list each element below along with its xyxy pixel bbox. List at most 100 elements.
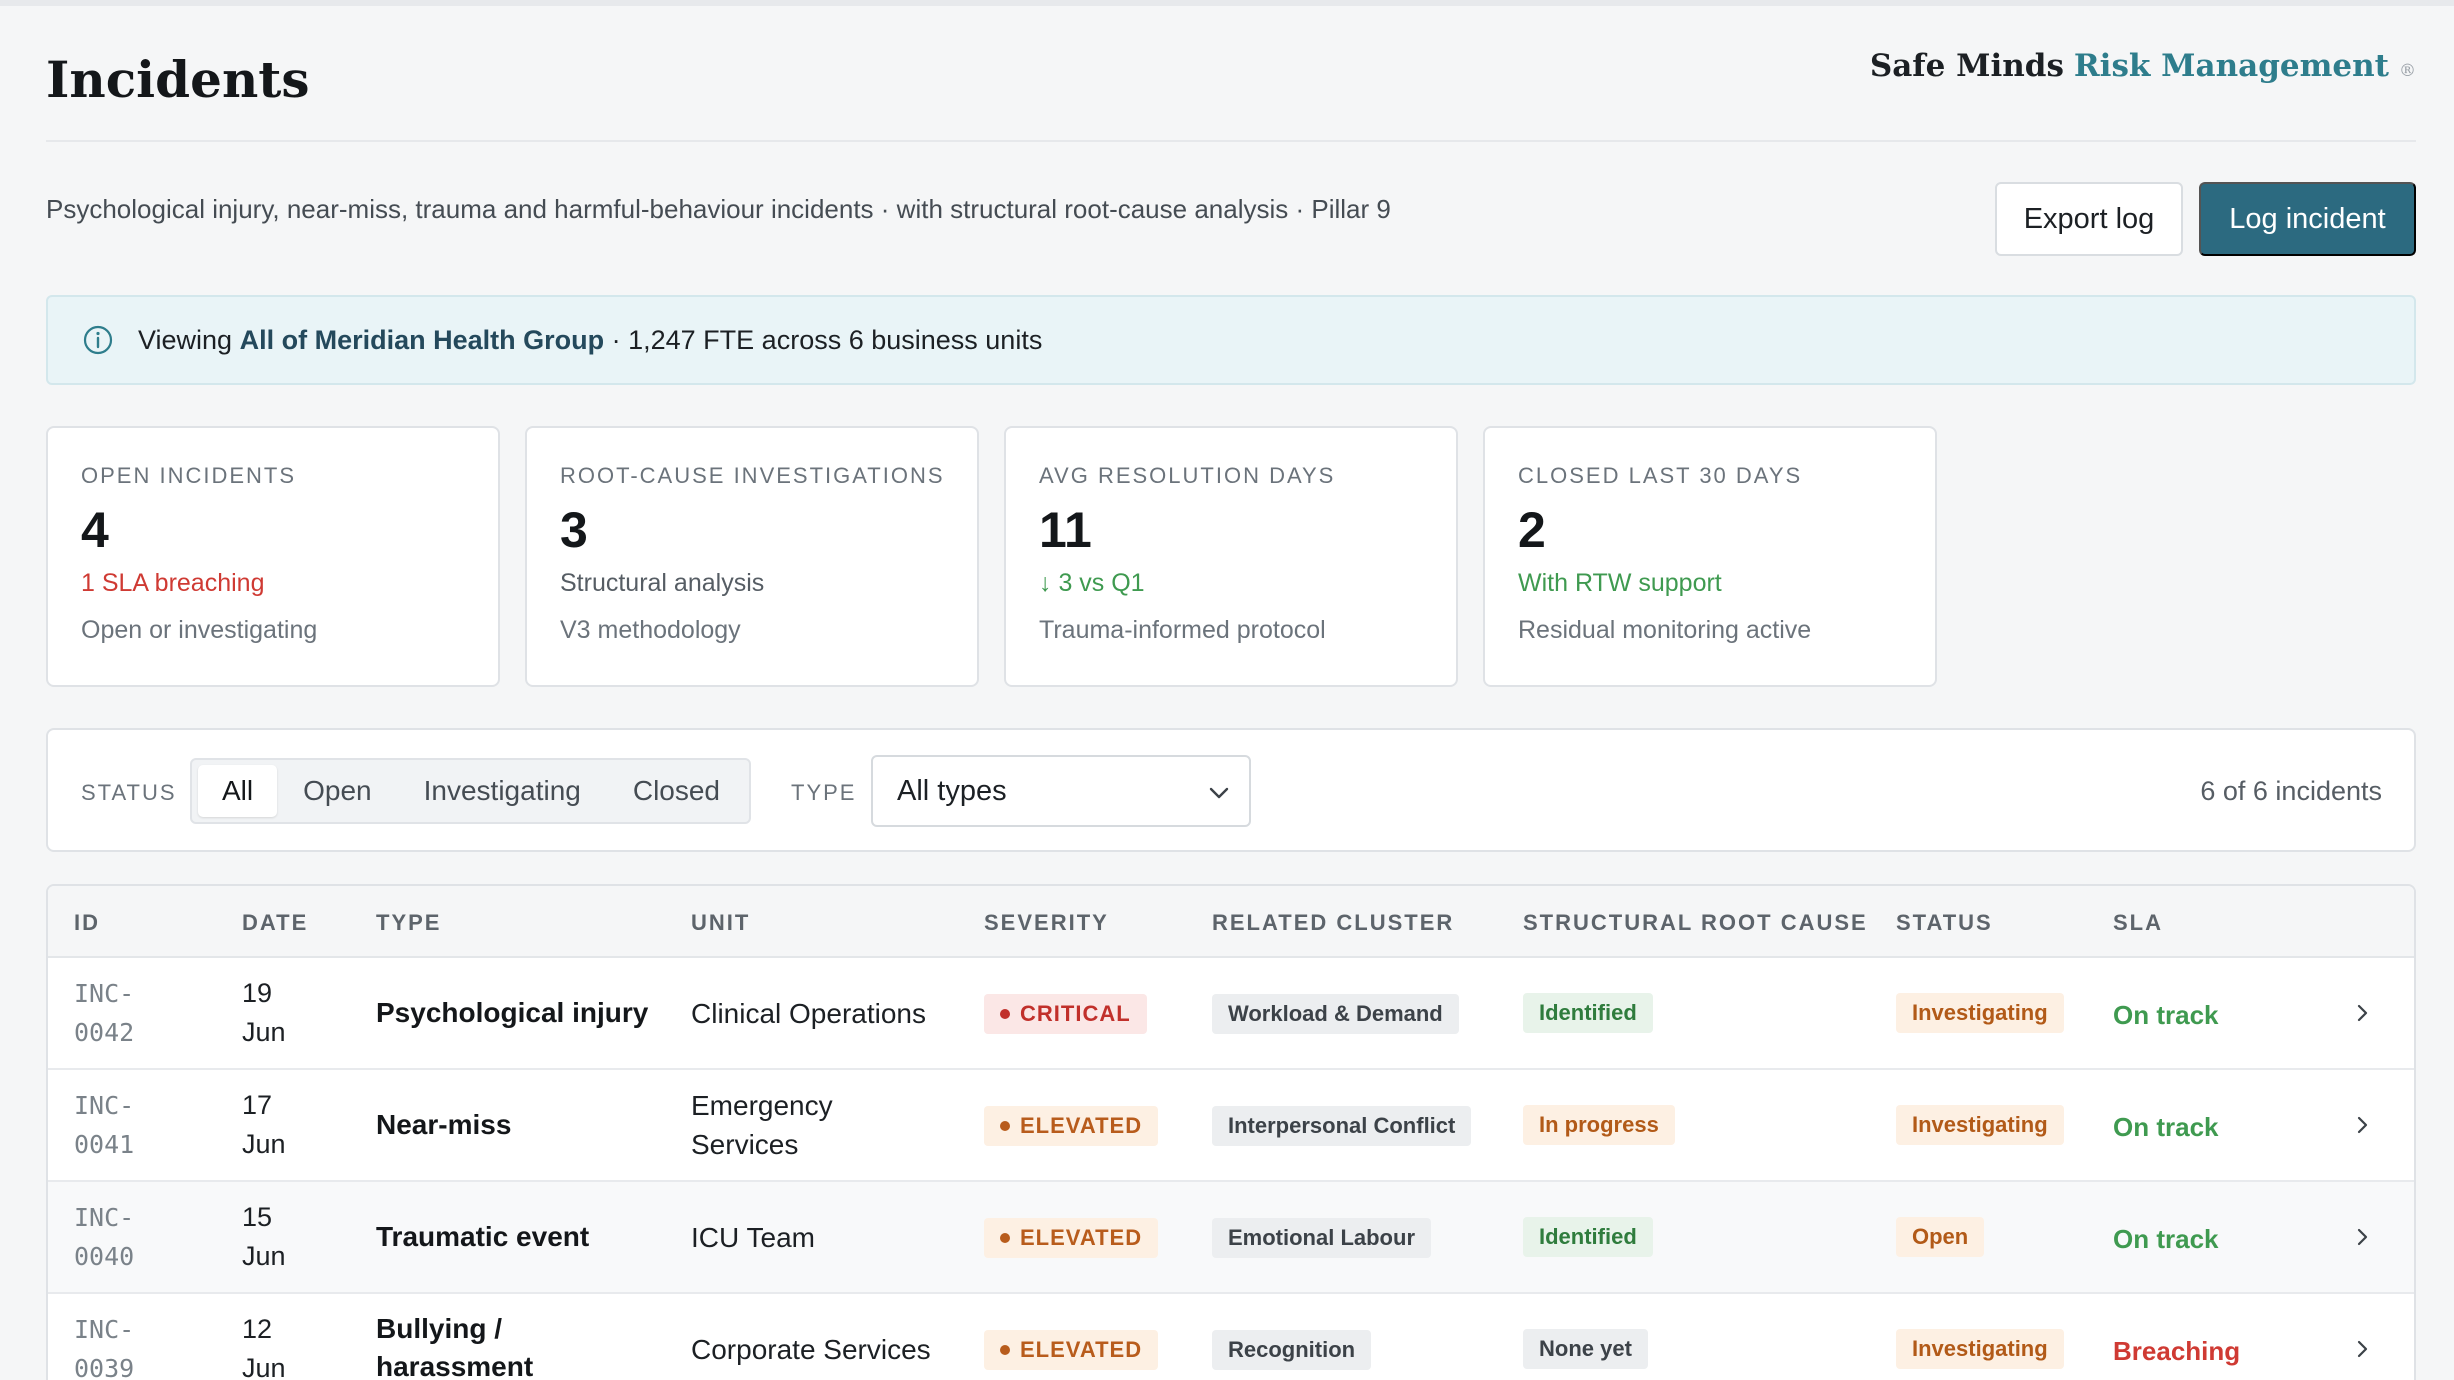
kpi-card-avg-resolution: AVG RESOLUTION DAYS 11 ↓ 3 vs Q1 Trauma-… [1004, 426, 1458, 687]
kpi-caption: Trauma-informed protocol [1039, 616, 1326, 644]
cluster-tag: Emotional Labour [1212, 1218, 1431, 1258]
banner-suffix: · 1,247 FTE across 6 business units [611, 324, 1043, 355]
column-header-id: ID [74, 910, 100, 935]
kpi-label: CLOSED LAST 30 DAYS [1518, 463, 1803, 488]
incident-date: 12 Jun [242, 1314, 286, 1380]
kpi-note: With RTW support [1518, 569, 1722, 597]
chevron-right-icon[interactable] [2350, 1112, 2376, 1138]
log-incident-button[interactable]: Log incident [2199, 182, 2416, 256]
status-badge: Investigating [1896, 1329, 2064, 1369]
scope-banner: Viewing All of Meridian Health Group · 1… [46, 295, 2416, 385]
status-option-all[interactable]: All [198, 765, 278, 817]
kpi-label: ROOT-CAUSE INVESTIGATIONS [560, 463, 945, 488]
info-icon [83, 325, 113, 355]
incident-date: 15 Jun [242, 1202, 286, 1271]
kpi-label: AVG RESOLUTION DAYS [1039, 463, 1336, 488]
incident-unit: Clinical Operations [691, 998, 926, 1029]
column-header-cluster: RELATED CLUSTER [1212, 910, 1455, 935]
status-option-closed[interactable]: Closed [632, 775, 721, 806]
cluster-tag: Recognition [1212, 1330, 1372, 1370]
incident-id: INC- 0040 [74, 1203, 135, 1271]
filter-bar: STATUS All Open Investigating Closed TYP… [46, 728, 2416, 852]
column-header-sla: SLA [2113, 910, 2163, 935]
column-header-type: TYPE [376, 910, 442, 935]
registered-mark: ® [2399, 61, 2416, 81]
column-header-status: STATUS [1896, 910, 1993, 935]
chevron-right-icon[interactable] [2350, 1000, 2376, 1026]
sla-status: On track [2113, 1224, 2219, 1254]
incident-type: Traumatic event [376, 1221, 590, 1252]
header-divider [46, 140, 2416, 142]
kpi-caption: Open or investigating [81, 616, 318, 644]
kpi-note: Structural analysis [560, 569, 765, 597]
type-filter-label: TYPE [791, 780, 857, 805]
incident-id: INC- 0041 [74, 1091, 135, 1159]
table-header: ID DATE TYPE UNIT SEVERITY RELATED CLUST… [48, 886, 2414, 958]
table-row[interactable]: INC- 0039 12 Jun Bullying / harassment Cor… [48, 1294, 2414, 1380]
kpi-value: 4 [81, 502, 109, 558]
kpi-caption: Residual monitoring active [1518, 616, 1812, 644]
kpi-value: 3 [560, 502, 588, 558]
kpi-caption: V3 methodology [560, 616, 741, 644]
status-badge: Investigating [1896, 993, 2064, 1033]
severity-badge: ELEVATED [984, 1218, 1159, 1258]
severity-badge: ELEVATED [984, 1330, 1159, 1370]
type-select-value: All types [897, 774, 1007, 807]
incident-date: 17 Jun [242, 1090, 286, 1159]
sla-status: On track [2113, 1112, 2219, 1142]
banner-org: All of Meridian Health Group [239, 324, 605, 355]
kpi-value: 11 [1039, 502, 1092, 558]
status-filter-label: STATUS [81, 780, 177, 805]
brand-logo: Safe Minds Risk Management ® [1870, 48, 2416, 88]
kpi-label: OPEN INCIDENTS [81, 463, 297, 488]
cluster-tag: Workload & Demand [1212, 994, 1459, 1034]
chevron-down-icon [1209, 787, 1229, 799]
sla-status: Breaching [2113, 1336, 2241, 1366]
type-select[interactable]: All types [871, 755, 1251, 827]
severity-badge: CRITICAL [984, 994, 1147, 1034]
kpi-card-root-cause: ROOT-CAUSE INVESTIGATIONS 3 Structural a… [525, 426, 979, 687]
incident-type: Near-miss [376, 1109, 512, 1140]
kpi-value: 2 [1518, 502, 1546, 558]
kpi-card-open-incidents: OPEN INCIDENTS 4 1 SLA breaching Open or… [46, 426, 500, 687]
status-badge: Investigating [1896, 1105, 2064, 1145]
brand-tagline: Risk Management [2073, 48, 2389, 84]
brand-name: Safe Minds [1869, 48, 2064, 84]
chevron-right-icon[interactable] [2350, 1224, 2376, 1250]
banner-prefix: Viewing [138, 324, 233, 355]
root-cause-badge: None yet [1523, 1329, 1648, 1369]
incident-count: 6 of 6 incidents [2200, 776, 2382, 806]
root-cause-badge: In progress [1523, 1105, 1675, 1145]
incidents-table: ID DATE TYPE UNIT SEVERITY RELATED CLUST… [46, 884, 2416, 1380]
kpi-note: ↓ 3 vs Q1 [1039, 569, 1145, 597]
cluster-tag: Interpersonal Conflict [1212, 1106, 1472, 1146]
chevron-right-icon[interactable] [2350, 1336, 2376, 1362]
kpi-note: 1 SLA breaching [81, 569, 265, 597]
root-cause-badge: Identified [1523, 993, 1653, 1033]
status-option-investigating[interactable]: Investigating [423, 775, 581, 806]
root-cause-badge: Identified [1523, 1217, 1653, 1257]
incident-type: Bullying / harassment [376, 1313, 534, 1380]
incident-unit: Corporate Services [691, 1334, 931, 1365]
column-header-severity: SEVERITY [984, 910, 1109, 935]
column-header-unit: UNIT [691, 910, 751, 935]
table-row[interactable]: INC- 0040 15 Jun Traumatic event ICU Team … [48, 1182, 2414, 1294]
page-title: Incidents [46, 50, 310, 109]
status-segmented-control: All Open Investigating Closed [190, 758, 751, 824]
table-row[interactable]: INC- 0041 17 Jun Near-miss Emergency Servi… [48, 1070, 2414, 1182]
column-header-root-cause: STRUCTURAL ROOT CAUSE [1523, 910, 1868, 935]
incident-unit: Emergency Services [691, 1090, 833, 1160]
incident-unit: ICU Team [691, 1222, 815, 1253]
export-log-button[interactable]: Export log [1995, 182, 2183, 256]
incident-id: INC- 0042 [74, 979, 135, 1047]
severity-badge: ELEVATED [984, 1106, 1159, 1146]
incident-date: 19 Jun [242, 978, 286, 1047]
page-subtitle: Psychological injury, near-miss, trauma … [46, 194, 1391, 224]
table-row[interactable]: INC- 0042 19 Jun Psychological injury Clin… [48, 958, 2414, 1070]
sla-status: On track [2113, 1000, 2219, 1030]
incident-type: Psychological injury [376, 997, 649, 1028]
top-border [0, 0, 2454, 6]
column-header-date: DATE [242, 910, 309, 935]
status-option-open[interactable]: Open [303, 775, 372, 806]
kpi-card-closed: CLOSED LAST 30 DAYS 2 With RTW support R… [1483, 426, 1937, 687]
